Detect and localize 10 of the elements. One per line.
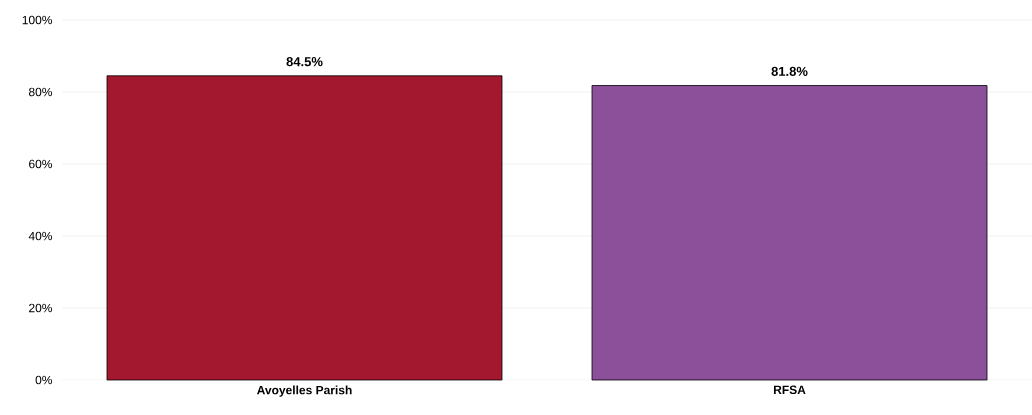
y-tick-label: 20% [29,303,53,313]
data-label: 84.5% [286,57,323,67]
y-tick-label: 0% [35,375,53,385]
y-tick-label: 60% [29,159,53,169]
y-tick-label: 100% [22,15,53,25]
y-tick-label: 40% [28,231,53,241]
data-label: 81.8% [771,66,808,76]
x-tick-label: Avoyelles Parish [257,385,352,397]
x-tick-label: RFSA [773,385,806,395]
y-tick-label: 80% [28,87,53,97]
